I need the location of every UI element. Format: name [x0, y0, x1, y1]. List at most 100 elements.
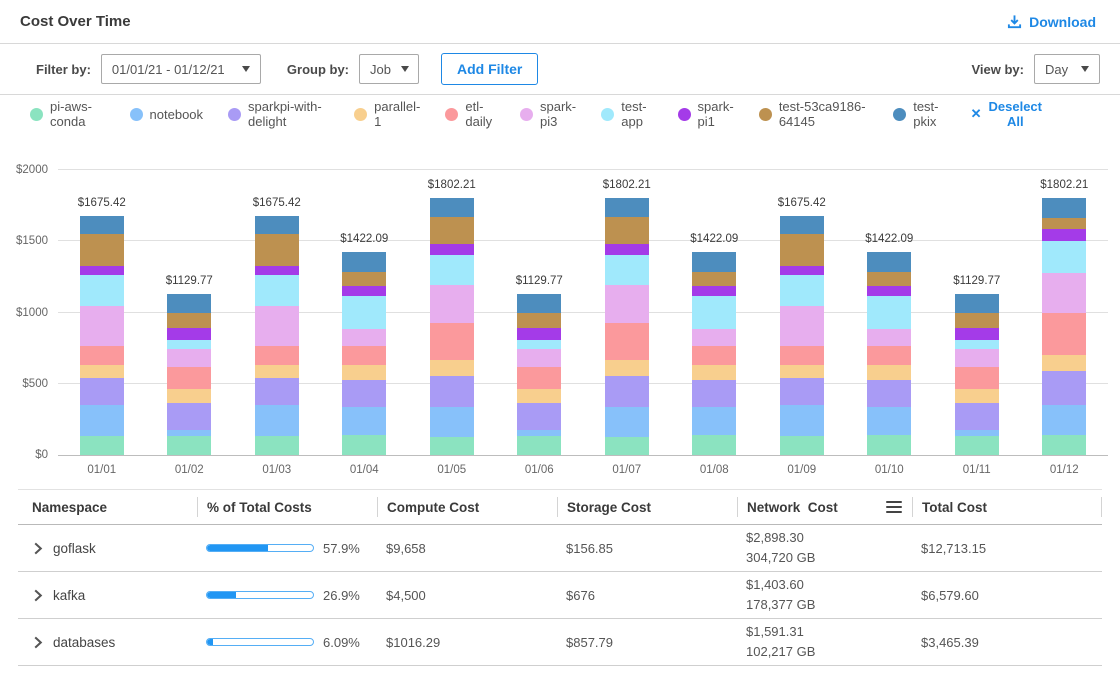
bar-segment-parallel-1[interactable] — [779, 365, 824, 379]
view-by-select[interactable]: Day — [1034, 54, 1100, 84]
bar-segment-spark-pi3[interactable] — [517, 349, 562, 368]
bar-segment-spark-pi1[interactable] — [254, 266, 299, 275]
bar-segment-pi-aws-conda[interactable] — [692, 435, 737, 455]
bar-segment-sparkpi-with-delight[interactable] — [167, 403, 212, 430]
bar-segment-sparkpi-with-delight[interactable] — [342, 380, 387, 407]
bar-segment-test-app[interactable] — [604, 254, 649, 286]
legend-item-pi-aws-conda[interactable]: pi-aws-conda — [30, 99, 105, 129]
bar-segment-test-app[interactable] — [429, 254, 474, 286]
bar-segment-spark-pi1[interactable] — [167, 327, 212, 341]
bar-segment-sparkpi-with-delight[interactable] — [867, 380, 912, 407]
bar-segment-test-pkix[interactable] — [167, 294, 212, 313]
table-row-goflask[interactable]: goflask 57.9% $9,658 $156.85 $2,898.30 304,72… — [18, 525, 1102, 572]
bar-segment-notebook[interactable] — [167, 429, 212, 436]
legend-item-etl-daily[interactable]: etl-daily — [445, 99, 495, 129]
legend-item-notebook[interactable]: notebook — [129, 107, 203, 122]
bar-segment-sparkpi-with-delight[interactable] — [1042, 370, 1087, 405]
bar-segment-spark-pi3[interactable] — [254, 306, 299, 346]
bar-segment-sparkpi-with-delight[interactable] — [429, 375, 474, 408]
bar-segment-spark-pi1[interactable] — [429, 244, 474, 255]
stacked-bar-01/08[interactable] — [692, 252, 737, 455]
group-by-select[interactable]: Job — [359, 54, 420, 84]
deselect-all-button[interactable]: ✕ Deselect All — [971, 99, 1042, 129]
bar-segment-pi-aws-conda[interactable] — [79, 435, 124, 455]
expand-chevron-icon[interactable] — [32, 636, 44, 649]
bar-segment-etl-daily[interactable] — [604, 323, 649, 360]
bar-segment-etl-daily[interactable] — [429, 323, 474, 360]
bar-segment-notebook[interactable] — [1042, 404, 1087, 436]
bar-segment-pi-aws-conda[interactable] — [604, 437, 649, 455]
legend-item-spark-pi1[interactable]: spark-pi1 — [677, 99, 734, 129]
bar-segment-notebook[interactable] — [254, 404, 299, 436]
add-filter-button[interactable]: Add Filter — [441, 53, 539, 85]
expand-chevron-icon[interactable] — [32, 589, 44, 602]
bar-segment-pi-aws-conda[interactable] — [779, 435, 824, 455]
bar-segment-spark-pi1[interactable] — [779, 266, 824, 275]
stacked-bar-01/06[interactable] — [517, 294, 562, 455]
bar-segment-spark-pi1[interactable] — [517, 327, 562, 341]
bar-segment-test-pkix[interactable] — [342, 252, 387, 273]
bar-segment-parallel-1[interactable] — [867, 365, 912, 381]
legend-item-spark-pi3[interactable]: spark-pi3 — [519, 99, 576, 129]
bar-segment-test-53ca9186-64145[interactable] — [954, 312, 999, 328]
bar-segment-sparkpi-with-delight[interactable] — [779, 378, 824, 405]
column-menu-icon[interactable] — [886, 500, 902, 514]
bar-segment-spark-pi3[interactable] — [954, 349, 999, 368]
bar-segment-spark-pi1[interactable] — [692, 286, 737, 297]
bar-segment-etl-daily[interactable] — [954, 367, 999, 389]
stacked-bar-01/01[interactable] — [79, 216, 124, 455]
bar-segment-etl-daily[interactable] — [779, 345, 824, 366]
bar-segment-spark-pi3[interactable] — [604, 285, 649, 324]
bar-segment-test-pkix[interactable] — [254, 216, 299, 235]
bar-segment-spark-pi1[interactable] — [79, 266, 124, 275]
bar-segment-parallel-1[interactable] — [692, 365, 737, 381]
bar-segment-parallel-1[interactable] — [1042, 354, 1087, 371]
bar-segment-test-pkix[interactable] — [79, 216, 124, 235]
bar-segment-spark-pi1[interactable] — [342, 286, 387, 297]
bar-segment-test-53ca9186-64145[interactable] — [429, 216, 474, 245]
legend-item-test-53ca9186-64145[interactable]: test-53ca9186-64145 — [758, 99, 868, 129]
bar-segment-pi-aws-conda[interactable] — [867, 435, 912, 455]
bar-segment-test-pkix[interactable] — [1042, 198, 1087, 219]
bar-segment-test-pkix[interactable] — [429, 198, 474, 217]
bar-segment-test-pkix[interactable] — [867, 252, 912, 273]
bar-segment-notebook[interactable] — [604, 407, 649, 438]
bar-segment-notebook[interactable] — [342, 406, 387, 436]
bar-segment-test-app[interactable] — [79, 274, 124, 307]
stacked-bar-01/04[interactable] — [342, 252, 387, 455]
bar-segment-test-app[interactable] — [517, 340, 562, 350]
legend-item-test-app[interactable]: test-app — [601, 99, 652, 129]
bar-segment-etl-daily[interactable] — [692, 345, 737, 366]
bar-segment-spark-pi3[interactable] — [342, 328, 387, 346]
bar-segment-test-53ca9186-64145[interactable] — [167, 312, 212, 328]
stacked-bar-01/07[interactable] — [604, 198, 649, 455]
bar-segment-spark-pi3[interactable] — [692, 328, 737, 346]
bar-segment-sparkpi-with-delight[interactable] — [954, 403, 999, 430]
stacked-bar-01/09[interactable] — [779, 216, 824, 455]
bar-segment-parallel-1[interactable] — [79, 365, 124, 379]
bar-segment-spark-pi1[interactable] — [604, 244, 649, 255]
bar-segment-parallel-1[interactable] — [517, 388, 562, 404]
stacked-bar-01/11[interactable] — [954, 294, 999, 455]
bar-segment-spark-pi3[interactable] — [1042, 273, 1087, 314]
legend-item-sparkpi-with-delight[interactable]: sparkpi-with-delight — [228, 99, 329, 129]
bar-segment-sparkpi-with-delight[interactable] — [604, 375, 649, 408]
bar-segment-test-53ca9186-64145[interactable] — [79, 234, 124, 267]
stacked-bar-01/03[interactable] — [254, 216, 299, 455]
stacked-bar-01/10[interactable] — [867, 252, 912, 455]
table-row-databases[interactable]: databases 6.09% $1016.29 $857.79 $1,591.31 10… — [18, 619, 1102, 666]
legend-item-parallel-1[interactable]: parallel-1 — [354, 99, 420, 129]
bar-segment-etl-daily[interactable] — [167, 367, 212, 389]
bar-segment-test-app[interactable] — [342, 296, 387, 329]
bar-segment-notebook[interactable] — [692, 406, 737, 436]
bar-segment-parallel-1[interactable] — [954, 388, 999, 404]
bar-segment-test-53ca9186-64145[interactable] — [342, 272, 387, 287]
bar-segment-spark-pi3[interactable] — [779, 306, 824, 346]
bar-segment-parallel-1[interactable] — [429, 359, 474, 376]
bar-segment-spark-pi1[interactable] — [867, 286, 912, 297]
bar-segment-parallel-1[interactable] — [342, 365, 387, 381]
bar-segment-spark-pi3[interactable] — [429, 285, 474, 324]
bar-segment-notebook[interactable] — [779, 404, 824, 436]
bar-segment-pi-aws-conda[interactable] — [429, 437, 474, 455]
bar-segment-test-pkix[interactable] — [604, 198, 649, 217]
